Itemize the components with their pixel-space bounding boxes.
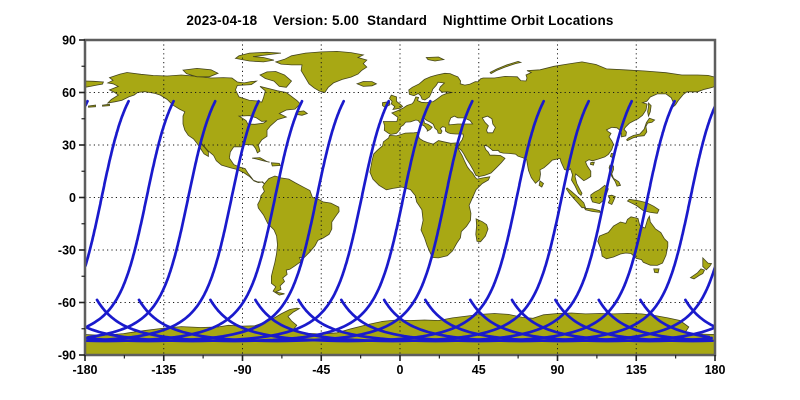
x-axis-tick-label: 45 xyxy=(472,363,486,377)
orbit-track xyxy=(639,298,711,339)
landmass-madagascar xyxy=(475,218,489,243)
landmass-ellesmere-island xyxy=(234,51,282,63)
landmass-sumatra xyxy=(565,187,587,209)
y-axis-tick-label: -60 xyxy=(58,296,76,310)
y-axis-tick-label: 30 xyxy=(62,139,76,153)
orbit-track xyxy=(85,99,304,343)
orbit-track xyxy=(85,99,130,268)
landmass-aleutians-1 xyxy=(88,104,96,108)
landmass-sri-lanka xyxy=(538,180,545,188)
x-axis-tick-label: -45 xyxy=(312,363,330,377)
x-axis-tick-label: 135 xyxy=(626,363,647,377)
y-axis-tick-label: 0 xyxy=(69,191,76,205)
plot-title: 2023-04-18 Version: 5.00 Standard Nightt… xyxy=(186,13,614,28)
orbit-track xyxy=(554,298,714,343)
landmass-chukotka-west-of-dateline xyxy=(85,80,104,88)
y-axis-tick-label: 60 xyxy=(62,86,76,100)
landmass-svalbard xyxy=(425,56,446,62)
landmass-cuba xyxy=(252,157,270,163)
orbit-track xyxy=(209,99,546,343)
orbit-track xyxy=(90,99,260,342)
orbit-track xyxy=(85,99,391,343)
y-axis-tick-label: 90 xyxy=(62,34,76,48)
x-axis-tick-label: 180 xyxy=(705,363,726,377)
landmass-victoria-island xyxy=(182,67,219,78)
orbit-track xyxy=(382,105,715,343)
axes-layer: -180 -135 -90 -45 0 45 90 135 180 90 60 30 0 -30 -60 -9… xyxy=(58,34,726,378)
orbit-track xyxy=(86,99,175,328)
landmass-south-america xyxy=(257,175,340,296)
landmass-hainan xyxy=(589,161,595,166)
landmass-baffin-island xyxy=(259,71,293,88)
landmass-hispaniola xyxy=(270,162,281,167)
orbit-track xyxy=(339,99,676,343)
orbit-track xyxy=(254,99,591,343)
landmass-new-zealand-south xyxy=(689,268,706,280)
orbit-track xyxy=(597,298,708,342)
orbit-track xyxy=(137,99,474,343)
orbit-track xyxy=(95,99,432,343)
x-axis-tick-label: -90 xyxy=(233,363,251,377)
landmass-novaya-zemlya xyxy=(489,60,523,75)
landmass-japan xyxy=(626,117,656,142)
landmass-java xyxy=(583,207,602,213)
x-axis-tick-label: -135 xyxy=(151,363,176,377)
x-axis-tick-label: 0 xyxy=(397,363,404,377)
y-axis-tick-label: -90 xyxy=(58,349,76,363)
x-axis-tick-label: -180 xyxy=(72,363,97,377)
orbit-tracks-layer xyxy=(85,99,715,343)
landmass-australia xyxy=(597,214,669,266)
landmass-sakhalin xyxy=(647,102,652,118)
landmass-tasmania xyxy=(653,268,660,274)
y-axis-tick-label: -30 xyxy=(58,244,76,258)
landmass-aleutians-2 xyxy=(102,103,110,107)
landmass-new-guinea xyxy=(626,198,660,214)
orbit-track xyxy=(510,298,713,343)
landmass-iceland xyxy=(356,81,378,87)
orbit-track xyxy=(86,99,217,339)
orbit-track xyxy=(297,99,634,343)
x-axis-tick-label: 90 xyxy=(551,363,565,377)
orbit-track xyxy=(684,298,715,328)
landmass-sulawesi xyxy=(607,194,616,206)
landmass-great-britain xyxy=(389,94,404,111)
landmass-new-zealand-north xyxy=(702,256,713,271)
